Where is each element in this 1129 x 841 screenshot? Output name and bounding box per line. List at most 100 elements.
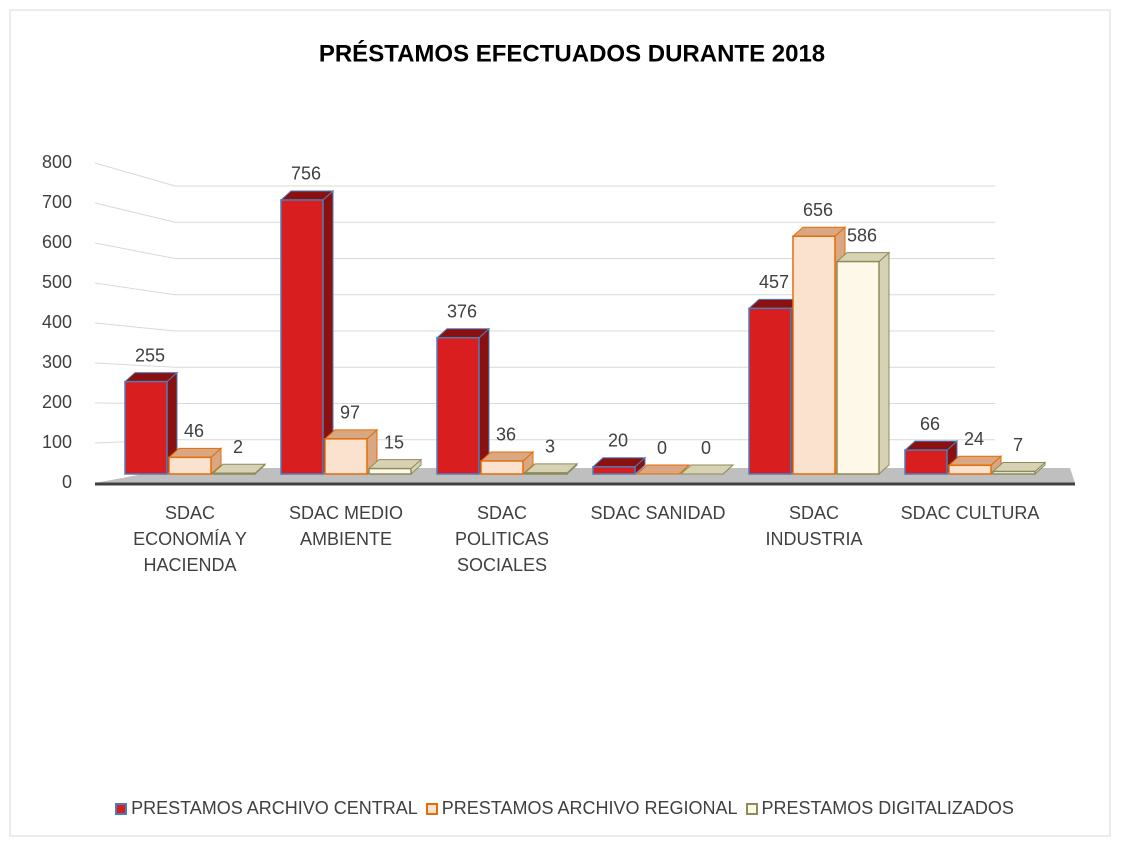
bar-front <box>992 470 1036 475</box>
bar-top <box>367 459 423 470</box>
x-tick-label: SDAC CULTURA <box>900 503 1040 523</box>
y-tick-label: 100 <box>42 432 72 452</box>
grid-line <box>94 242 995 259</box>
legend-label: PRESTAMOS ARCHIVO REGIONAL <box>441 798 738 818</box>
legend-label: PRESTAMOS DIGITALIZADOS <box>761 798 1014 818</box>
data-label: 756 <box>291 164 321 184</box>
x-tick-label: SDAC INDUSTRIA <box>765 503 863 549</box>
data-label: 0 <box>701 438 711 458</box>
bar-top <box>211 463 267 474</box>
bar <box>123 371 179 476</box>
bar <box>279 189 335 476</box>
data-label: 20 <box>608 431 628 451</box>
bar <box>591 456 647 476</box>
x-tick-label: SDAC POLITICAS SOCIALES <box>454 503 550 575</box>
bar-top <box>123 372 179 383</box>
bar <box>679 464 735 475</box>
legend-swatch <box>425 803 438 815</box>
bar-front <box>592 466 636 475</box>
data-label: 457 <box>759 272 789 292</box>
y-tick-label: 700 <box>42 192 72 212</box>
legend: PRESTAMOS ARCHIVO CENTRAL PRESTAMOS ARCHI… <box>0 798 1129 819</box>
bar-top <box>947 455 1003 466</box>
bar-front <box>280 199 324 475</box>
bar-front <box>124 380 168 475</box>
bar <box>991 461 1047 476</box>
data-label: 586 <box>847 225 877 245</box>
bar-top <box>523 463 579 474</box>
y-tick-label: 800 <box>42 152 72 172</box>
chart-frame <box>9 9 1111 837</box>
data-label: 15 <box>384 432 404 452</box>
legend-item: PRESTAMOS DIGITALIZADOS <box>745 798 1014 819</box>
data-label: 46 <box>184 421 204 441</box>
bar-top <box>903 440 959 451</box>
bar-top <box>679 464 735 475</box>
grid-line <box>94 282 995 296</box>
bar-front <box>436 336 480 475</box>
y-tick-label: 200 <box>42 392 72 412</box>
grid-line <box>94 162 995 187</box>
y-tick-label: 400 <box>42 312 72 332</box>
bar <box>435 327 491 476</box>
bar-side <box>878 251 890 476</box>
bar-front <box>168 456 212 475</box>
legend-item: PRESTAMOS ARCHIVO CENTRAL <box>115 798 418 819</box>
bar <box>323 428 379 476</box>
bar <box>167 447 223 476</box>
bar-front <box>792 235 836 475</box>
bar <box>367 458 423 476</box>
grid-line <box>94 202 995 223</box>
bar <box>211 463 267 476</box>
grid-line <box>94 322 995 332</box>
bar-top <box>279 190 335 201</box>
bar-front <box>948 464 992 475</box>
bar-top <box>167 447 223 458</box>
bar-front <box>480 460 524 475</box>
bar-top <box>591 457 647 468</box>
bar-side <box>322 189 334 476</box>
bar-front <box>748 307 792 475</box>
legend-item: PRESTAMOS ARCHIVO REGIONAL <box>425 798 738 819</box>
y-tick-label: 500 <box>42 272 72 292</box>
bar-top <box>435 328 491 339</box>
data-label: 97 <box>340 403 360 423</box>
y-tick-label: 600 <box>42 232 72 252</box>
grid-line <box>94 362 995 368</box>
data-label: 255 <box>135 345 165 365</box>
data-label: 656 <box>803 200 833 220</box>
bar-top <box>635 464 691 475</box>
bar-top <box>791 226 847 237</box>
x-tick-label: SDAC ECONOMÍA Y HACIENDA <box>133 503 247 575</box>
data-label: 3 <box>545 437 555 457</box>
bar-front <box>324 438 368 475</box>
data-label: 2 <box>233 437 243 457</box>
y-tick-label: 0 <box>62 472 72 492</box>
bar <box>479 450 535 476</box>
bar-top <box>479 451 535 462</box>
bar-top <box>835 252 891 263</box>
bar <box>523 462 579 476</box>
bar-front <box>368 467 412 475</box>
bar-top <box>991 461 1047 472</box>
chart-title: PRÉSTAMOS EFECTUADOS DURANTE 2018 <box>319 39 825 67</box>
bar-front <box>212 472 256 475</box>
bar <box>635 464 691 475</box>
data-label: 66 <box>920 414 940 434</box>
legend-label: PRESTAMOS ARCHIVO CENTRAL <box>131 798 418 818</box>
x-tick-label: SDAC SANIDAD <box>590 503 726 523</box>
legend-swatch <box>745 803 758 815</box>
bar-front <box>904 449 948 475</box>
bar-front <box>524 472 568 475</box>
y-tick-label: 300 <box>42 352 72 372</box>
x-tick-label: SDAC MEDIO AMBIENTE <box>288 503 403 549</box>
data-label: 376 <box>447 301 477 321</box>
bar <box>835 251 891 476</box>
bar-front <box>836 260 880 475</box>
data-label: 0 <box>657 438 667 458</box>
data-label: 24 <box>964 429 984 449</box>
data-label: 7 <box>1013 435 1023 455</box>
data-label: 36 <box>496 425 516 445</box>
